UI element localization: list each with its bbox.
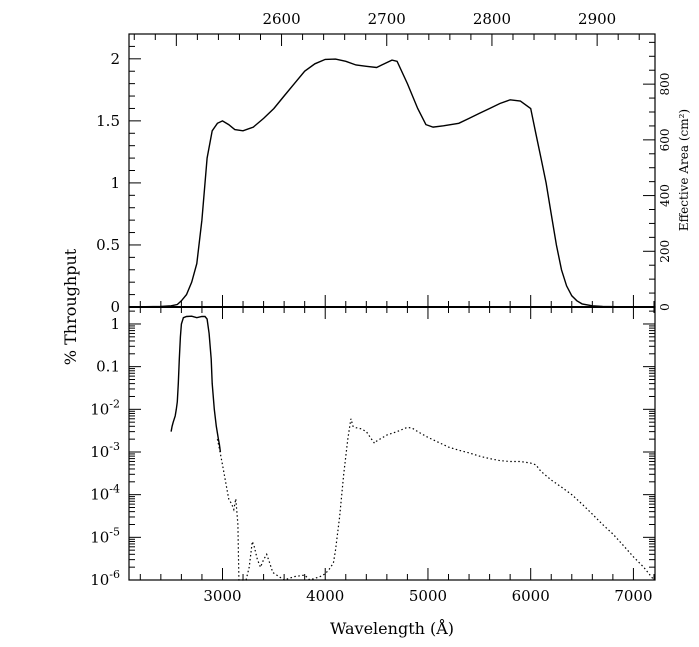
log-y-tick-label: 10-6 xyxy=(90,568,120,589)
y-tick-label: 1 xyxy=(110,174,120,192)
right-axis-tick-label: 0 xyxy=(658,303,672,311)
log-tick-exponent: -4 xyxy=(109,483,120,496)
x-tick-label: 7000 xyxy=(614,587,652,605)
top-panel-frame xyxy=(128,33,656,308)
x-tick-label: 3000 xyxy=(203,587,241,605)
top-axis-tick-label: 2600 xyxy=(262,10,300,28)
x-tick-label: 4000 xyxy=(306,587,344,605)
log-tick-base: 10 xyxy=(90,571,109,589)
bottom-panel-frame xyxy=(128,306,656,581)
log-y-tick-label: 10-4 xyxy=(90,483,120,504)
x-tick-label: 5000 xyxy=(409,587,447,605)
log-tick-base: 10 xyxy=(90,443,109,461)
top-axis-tick-label: 2900 xyxy=(578,10,616,28)
y-tick-label: 1.5 xyxy=(96,112,120,130)
right-axis-tick-label: 400 xyxy=(658,184,672,207)
log-tick-base: 10 xyxy=(90,486,109,504)
out-of-band-curve-dotted xyxy=(216,418,655,581)
axis-ticks xyxy=(129,33,655,581)
log-y-tick-label: 10-3 xyxy=(90,440,120,461)
log-y-tick-label: 10-2 xyxy=(90,397,120,418)
bottom-panel-series xyxy=(170,315,655,581)
right-axis-tick-label: 800 xyxy=(658,73,672,96)
y-axis-title: % Throughput xyxy=(61,248,80,365)
log-tick-exponent: -6 xyxy=(109,568,120,581)
throughput-curve-top xyxy=(129,58,655,308)
top-axis-tick-label: 2800 xyxy=(473,10,511,28)
y-tick-label: 0.5 xyxy=(96,236,120,254)
in-band-curve-log xyxy=(170,315,222,453)
log-y-tick-label: 1 xyxy=(110,315,120,333)
plot-frames xyxy=(128,33,656,581)
y-tick-label: 0 xyxy=(110,298,120,316)
right-axis-tick-label: 200 xyxy=(658,240,672,263)
x-axis-title: Wavelength (Å) xyxy=(330,618,454,638)
log-tick-exponent: -3 xyxy=(109,440,120,453)
log-tick-exponent: -2 xyxy=(109,397,120,410)
log-y-tick-label: 10-5 xyxy=(90,525,120,546)
log-tick-base: 10 xyxy=(90,528,109,546)
right-axis-title: Effective Area (cm²) xyxy=(677,109,691,231)
x-tick-label: 6000 xyxy=(512,587,550,605)
log-tick-exponent: -5 xyxy=(109,525,120,538)
log-tick-base: 10 xyxy=(90,400,109,418)
top-axis-tick-label: 2700 xyxy=(368,10,406,28)
log-y-tick-label: 0.1 xyxy=(96,358,120,376)
top-panel-series xyxy=(129,58,655,308)
right-axis-tick-label: 600 xyxy=(658,128,672,151)
y-tick-label: 2 xyxy=(110,50,120,68)
